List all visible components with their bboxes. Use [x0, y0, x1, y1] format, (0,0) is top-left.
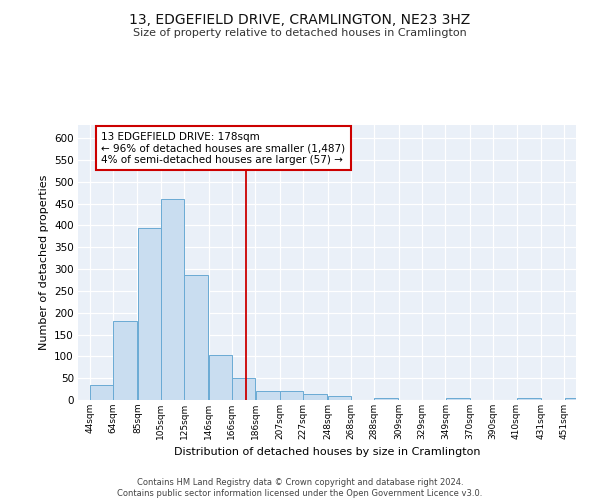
- Bar: [517, 398, 541, 400]
- Bar: [209, 355, 232, 400]
- Bar: [232, 378, 255, 400]
- Text: 13 EDGEFIELD DRIVE: 178sqm
← 96% of detached houses are smaller (1,487)
4% of se: 13 EDGEFIELD DRIVE: 178sqm ← 96% of deta…: [101, 132, 346, 164]
- Bar: [184, 274, 208, 400]
- Bar: [304, 394, 328, 400]
- Text: Contains HM Land Registry data © Crown copyright and database right 2024.
Contai: Contains HM Land Registry data © Crown c…: [118, 478, 482, 498]
- Bar: [256, 392, 280, 400]
- Bar: [90, 384, 113, 400]
- Bar: [446, 398, 470, 400]
- Bar: [138, 228, 161, 400]
- Y-axis label: Number of detached properties: Number of detached properties: [38, 175, 49, 350]
- Bar: [328, 396, 350, 400]
- Bar: [374, 398, 398, 400]
- Bar: [280, 392, 303, 400]
- Bar: [113, 321, 137, 400]
- Text: Size of property relative to detached houses in Cramlington: Size of property relative to detached ho…: [133, 28, 467, 38]
- Bar: [161, 199, 184, 400]
- Text: 13, EDGEFIELD DRIVE, CRAMLINGTON, NE23 3HZ: 13, EDGEFIELD DRIVE, CRAMLINGTON, NE23 3…: [130, 12, 470, 26]
- X-axis label: Distribution of detached houses by size in Cramlington: Distribution of detached houses by size …: [174, 448, 480, 458]
- Bar: [565, 398, 587, 400]
